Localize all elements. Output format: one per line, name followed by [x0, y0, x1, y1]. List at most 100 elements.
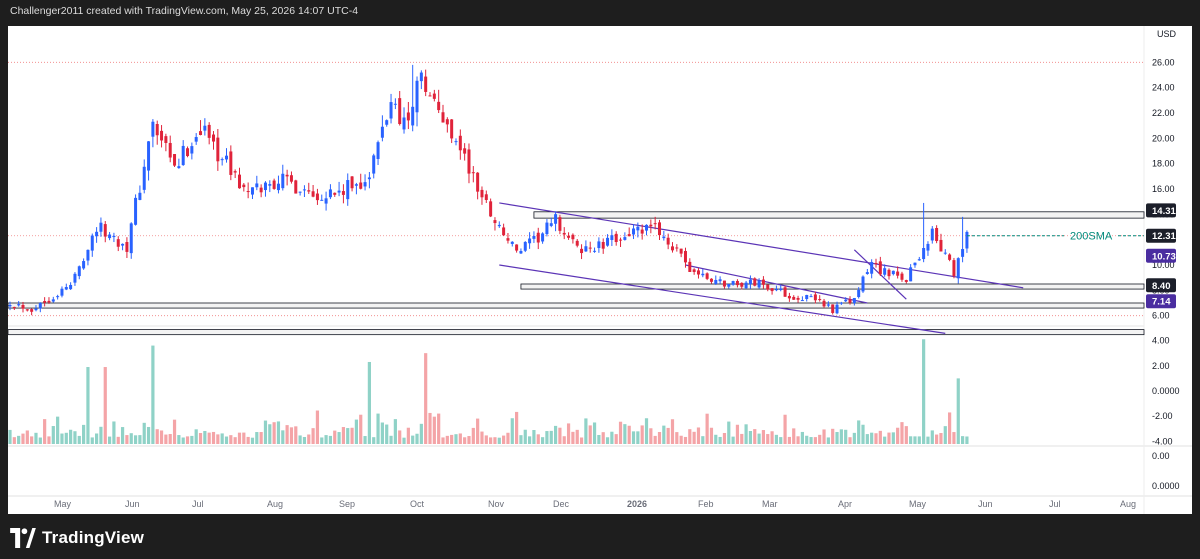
candle [688, 261, 692, 272]
trendline [499, 202, 1024, 289]
candle [411, 106, 415, 126]
volume-bar [653, 435, 657, 444]
volume-bar [809, 437, 813, 444]
volume-bar [822, 429, 826, 444]
volume-bar [229, 435, 233, 444]
volume-bar [34, 432, 38, 444]
candle [121, 243, 125, 246]
volume-bar [779, 437, 783, 444]
volume-bar [714, 434, 718, 444]
candle [748, 279, 752, 285]
candle [493, 220, 497, 224]
volume-bar [623, 424, 627, 444]
volume-bar [125, 435, 129, 444]
volume-bar [190, 435, 194, 444]
price-tick-label: 6.00 [1152, 311, 1170, 321]
month-label: Nov [488, 499, 505, 509]
volume-bar [246, 436, 250, 444]
level-tag[interactable] [1146, 203, 1176, 218]
candle [757, 280, 761, 288]
month-label: Oct [410, 499, 425, 509]
volume-bar [424, 353, 428, 444]
volume-bar [553, 425, 558, 444]
time-axis: May Jun Jul Aug Sep Oct Nov Dec 2026 Feb Mar Apr May… [54, 499, 1136, 509]
volume-bar [640, 425, 644, 444]
candle [432, 93, 436, 99]
level-tag-label: 12.31 [1152, 231, 1176, 242]
volume-bar [528, 436, 532, 444]
candle [956, 258, 960, 279]
chart-panel[interactable]: 200SMA USD 26.00 24.00 22.00 20.00 18.00 16.00… [8, 26, 1192, 514]
candle [56, 296, 60, 298]
volume-bar [766, 434, 770, 444]
volume-bar [614, 434, 618, 444]
candle [346, 180, 350, 200]
level-tags: 14.31 12.31 10.73 8.40 7.14 [1146, 203, 1176, 309]
volume-bar [917, 436, 921, 444]
volume-bar [237, 432, 242, 444]
candle [874, 262, 878, 264]
candle [718, 279, 722, 282]
volume-bar [605, 437, 610, 444]
volume-bar [835, 431, 839, 444]
volume-bar [56, 416, 60, 444]
volume-bar [107, 436, 112, 444]
volume-bar [411, 435, 415, 444]
volume-bar [497, 437, 501, 444]
candle [116, 239, 120, 247]
candle [34, 308, 38, 311]
volume-bar [333, 430, 337, 444]
candle [696, 270, 700, 275]
volume-bar [532, 430, 536, 444]
volume-bar [489, 437, 493, 444]
volume-bar [103, 367, 107, 444]
volume-bar [761, 430, 766, 444]
volume-bar [571, 431, 575, 444]
level-tag[interactable] [1146, 294, 1176, 309]
indicator-tick-label: -4.00 [1152, 436, 1173, 446]
volume-bar [385, 424, 389, 444]
volume-bar [891, 432, 895, 444]
candle [428, 95, 432, 97]
candle [948, 254, 952, 260]
footer-brand[interactable]: TradingView [10, 526, 144, 550]
month-label: Jun [125, 499, 140, 509]
price-chart[interactable]: 200SMA USD 26.00 24.00 22.00 20.00 18.00 16.00… [8, 26, 1192, 514]
chart-attribution: Challenger2011 created with TradingView.… [10, 5, 359, 17]
candle [774, 289, 778, 291]
candle [783, 287, 787, 297]
level-tag[interactable] [1146, 228, 1176, 243]
candle [458, 135, 462, 151]
volume-bar [263, 420, 268, 444]
candle [367, 177, 371, 180]
volume-bar [77, 435, 81, 444]
volume-bar [770, 431, 774, 444]
candle [47, 300, 51, 303]
volume-bar [428, 412, 432, 444]
candle [826, 304, 830, 306]
level-tag[interactable] [1146, 278, 1176, 293]
volume-bar [82, 424, 86, 444]
candle [922, 248, 926, 260]
candle [99, 222, 103, 232]
volume-bar [588, 425, 592, 444]
volume-bar [350, 427, 354, 444]
volume-bar [865, 434, 869, 444]
volume-bar [25, 430, 29, 444]
volume-bar [904, 426, 908, 444]
volume-bar [73, 431, 77, 444]
volume-bar [506, 432, 510, 444]
level-tag[interactable] [1146, 248, 1176, 263]
zone-box [520, 283, 1145, 290]
volume-bar [618, 421, 623, 444]
volume-bar [415, 433, 419, 444]
volume-bar [545, 431, 549, 444]
candle [536, 232, 540, 243]
candle [389, 102, 393, 119]
candle [398, 98, 402, 125]
volume-bar [346, 428, 350, 444]
candle [294, 180, 298, 194]
candle [424, 76, 428, 92]
candle [450, 119, 454, 139]
trendline [685, 264, 868, 304]
